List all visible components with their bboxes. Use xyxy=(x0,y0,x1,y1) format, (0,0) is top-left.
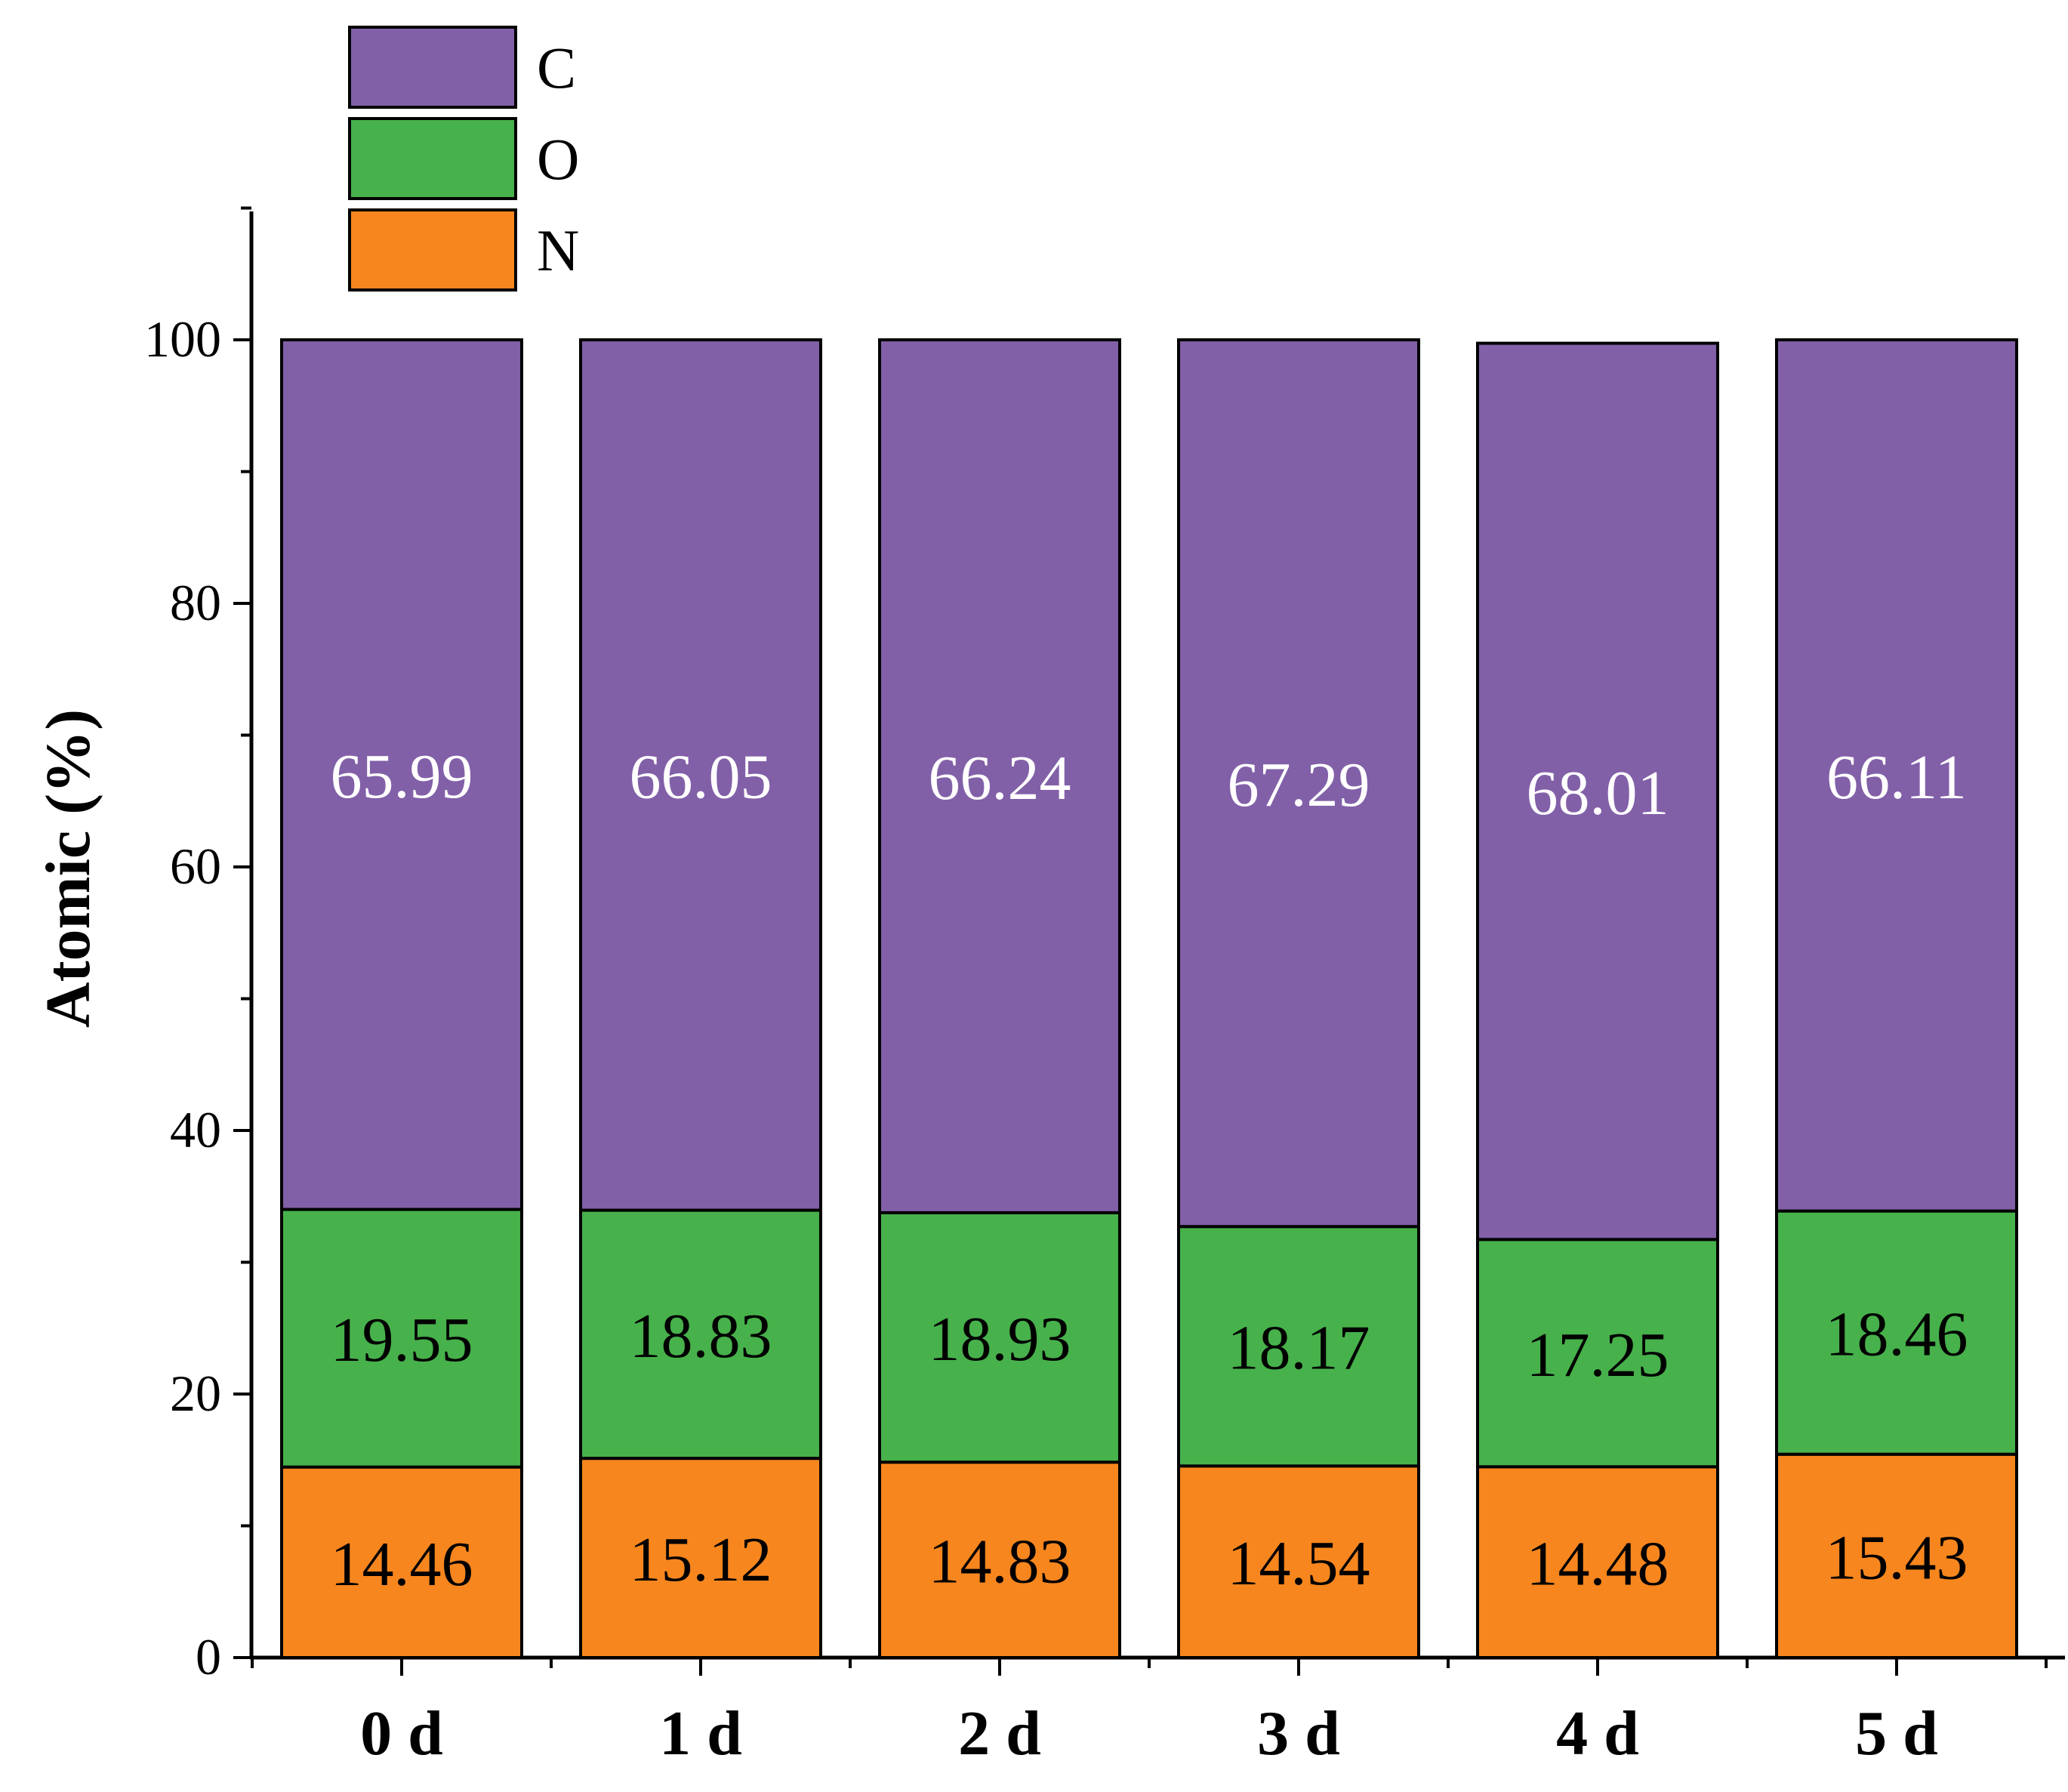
x-tick-label: 5 d xyxy=(1855,1698,1938,1769)
legend-label-c: C xyxy=(537,35,576,100)
bar-segment-c xyxy=(280,338,523,1211)
data-label-o: 18.46 xyxy=(1826,1300,1968,1370)
data-label-n: 14.54 xyxy=(1228,1528,1370,1599)
legend-label-o: O xyxy=(537,126,579,192)
y-tick-label: 100 xyxy=(144,310,221,368)
data-label-c: 67.29 xyxy=(1228,750,1370,820)
data-label-c: 66.24 xyxy=(929,743,1071,813)
data-label-o: 18.93 xyxy=(929,1304,1071,1374)
axes: 0 20 40 60 80 100 Atomic (%) 0 d 1 d 2 d 3 d 4 d 5 d xyxy=(33,206,2065,1769)
data-label-n: 14.83 xyxy=(929,1527,1071,1597)
bar-segment-c xyxy=(1177,338,1420,1229)
y-tick-label: 40 xyxy=(170,1101,221,1158)
data-label-c: 65.99 xyxy=(331,742,473,812)
bar-segment-o xyxy=(579,1208,822,1460)
data-label-c: 66.11 xyxy=(1826,742,1967,813)
data-label-n: 15.43 xyxy=(1826,1522,1968,1593)
bar-segment-o xyxy=(1775,1209,2018,1456)
y-tick-label: 60 xyxy=(170,837,221,895)
data-labels: 14.46 19.55 65.99 15.12 18.83 66.05 14.83 18.93… xyxy=(331,742,1968,1599)
data-label-o: 18.17 xyxy=(1228,1313,1370,1383)
legend-label-n: N xyxy=(537,217,579,283)
x-tick-label: 0 d xyxy=(360,1698,443,1769)
data-label-o: 19.55 xyxy=(331,1305,473,1375)
data-label-n: 15.12 xyxy=(630,1525,772,1595)
data-label-o: 18.83 xyxy=(630,1301,772,1371)
legend: CON xyxy=(348,26,579,291)
y-tick-label: 80 xyxy=(170,574,221,631)
bar-segment-n xyxy=(1476,1465,1719,1659)
legend-swatch-c xyxy=(348,26,517,109)
data-label-c: 66.05 xyxy=(630,742,772,812)
y-tick-label: 0 xyxy=(196,1628,221,1686)
x-tick-label: 1 d xyxy=(659,1698,742,1769)
x-tick-label: 4 d xyxy=(1556,1698,1639,1769)
data-label-n: 14.46 xyxy=(331,1529,473,1599)
data-label-c: 68.01 xyxy=(1527,758,1669,828)
bar-segment-n xyxy=(878,1460,1121,1660)
bar-segment-o xyxy=(1476,1238,1719,1469)
bar-segment-n xyxy=(1775,1452,2018,1659)
bar-segment-n xyxy=(579,1457,822,1659)
bar-segment-c xyxy=(1775,338,2018,1213)
bar-segment-o xyxy=(1177,1225,1420,1468)
legend-swatch-n xyxy=(348,208,517,291)
x-tick-label: 2 d xyxy=(958,1698,1041,1769)
bar-segment-c xyxy=(1476,341,1719,1241)
x-tick-label: 3 d xyxy=(1257,1698,1340,1769)
bars xyxy=(280,338,2018,1660)
legend-swatch-o xyxy=(348,117,517,200)
bar-segment-c xyxy=(878,338,1121,1214)
y-axis-title: Atomic (%) xyxy=(33,709,103,1028)
bar-segment-c xyxy=(579,338,822,1212)
data-label-o: 17.25 xyxy=(1527,1320,1669,1390)
y-tick-label: 20 xyxy=(170,1365,221,1422)
data-label-n: 14.48 xyxy=(1527,1529,1669,1599)
bar-segment-o xyxy=(280,1208,523,1469)
bar-segment-n xyxy=(280,1465,523,1659)
bar-segment-o xyxy=(878,1211,1121,1464)
